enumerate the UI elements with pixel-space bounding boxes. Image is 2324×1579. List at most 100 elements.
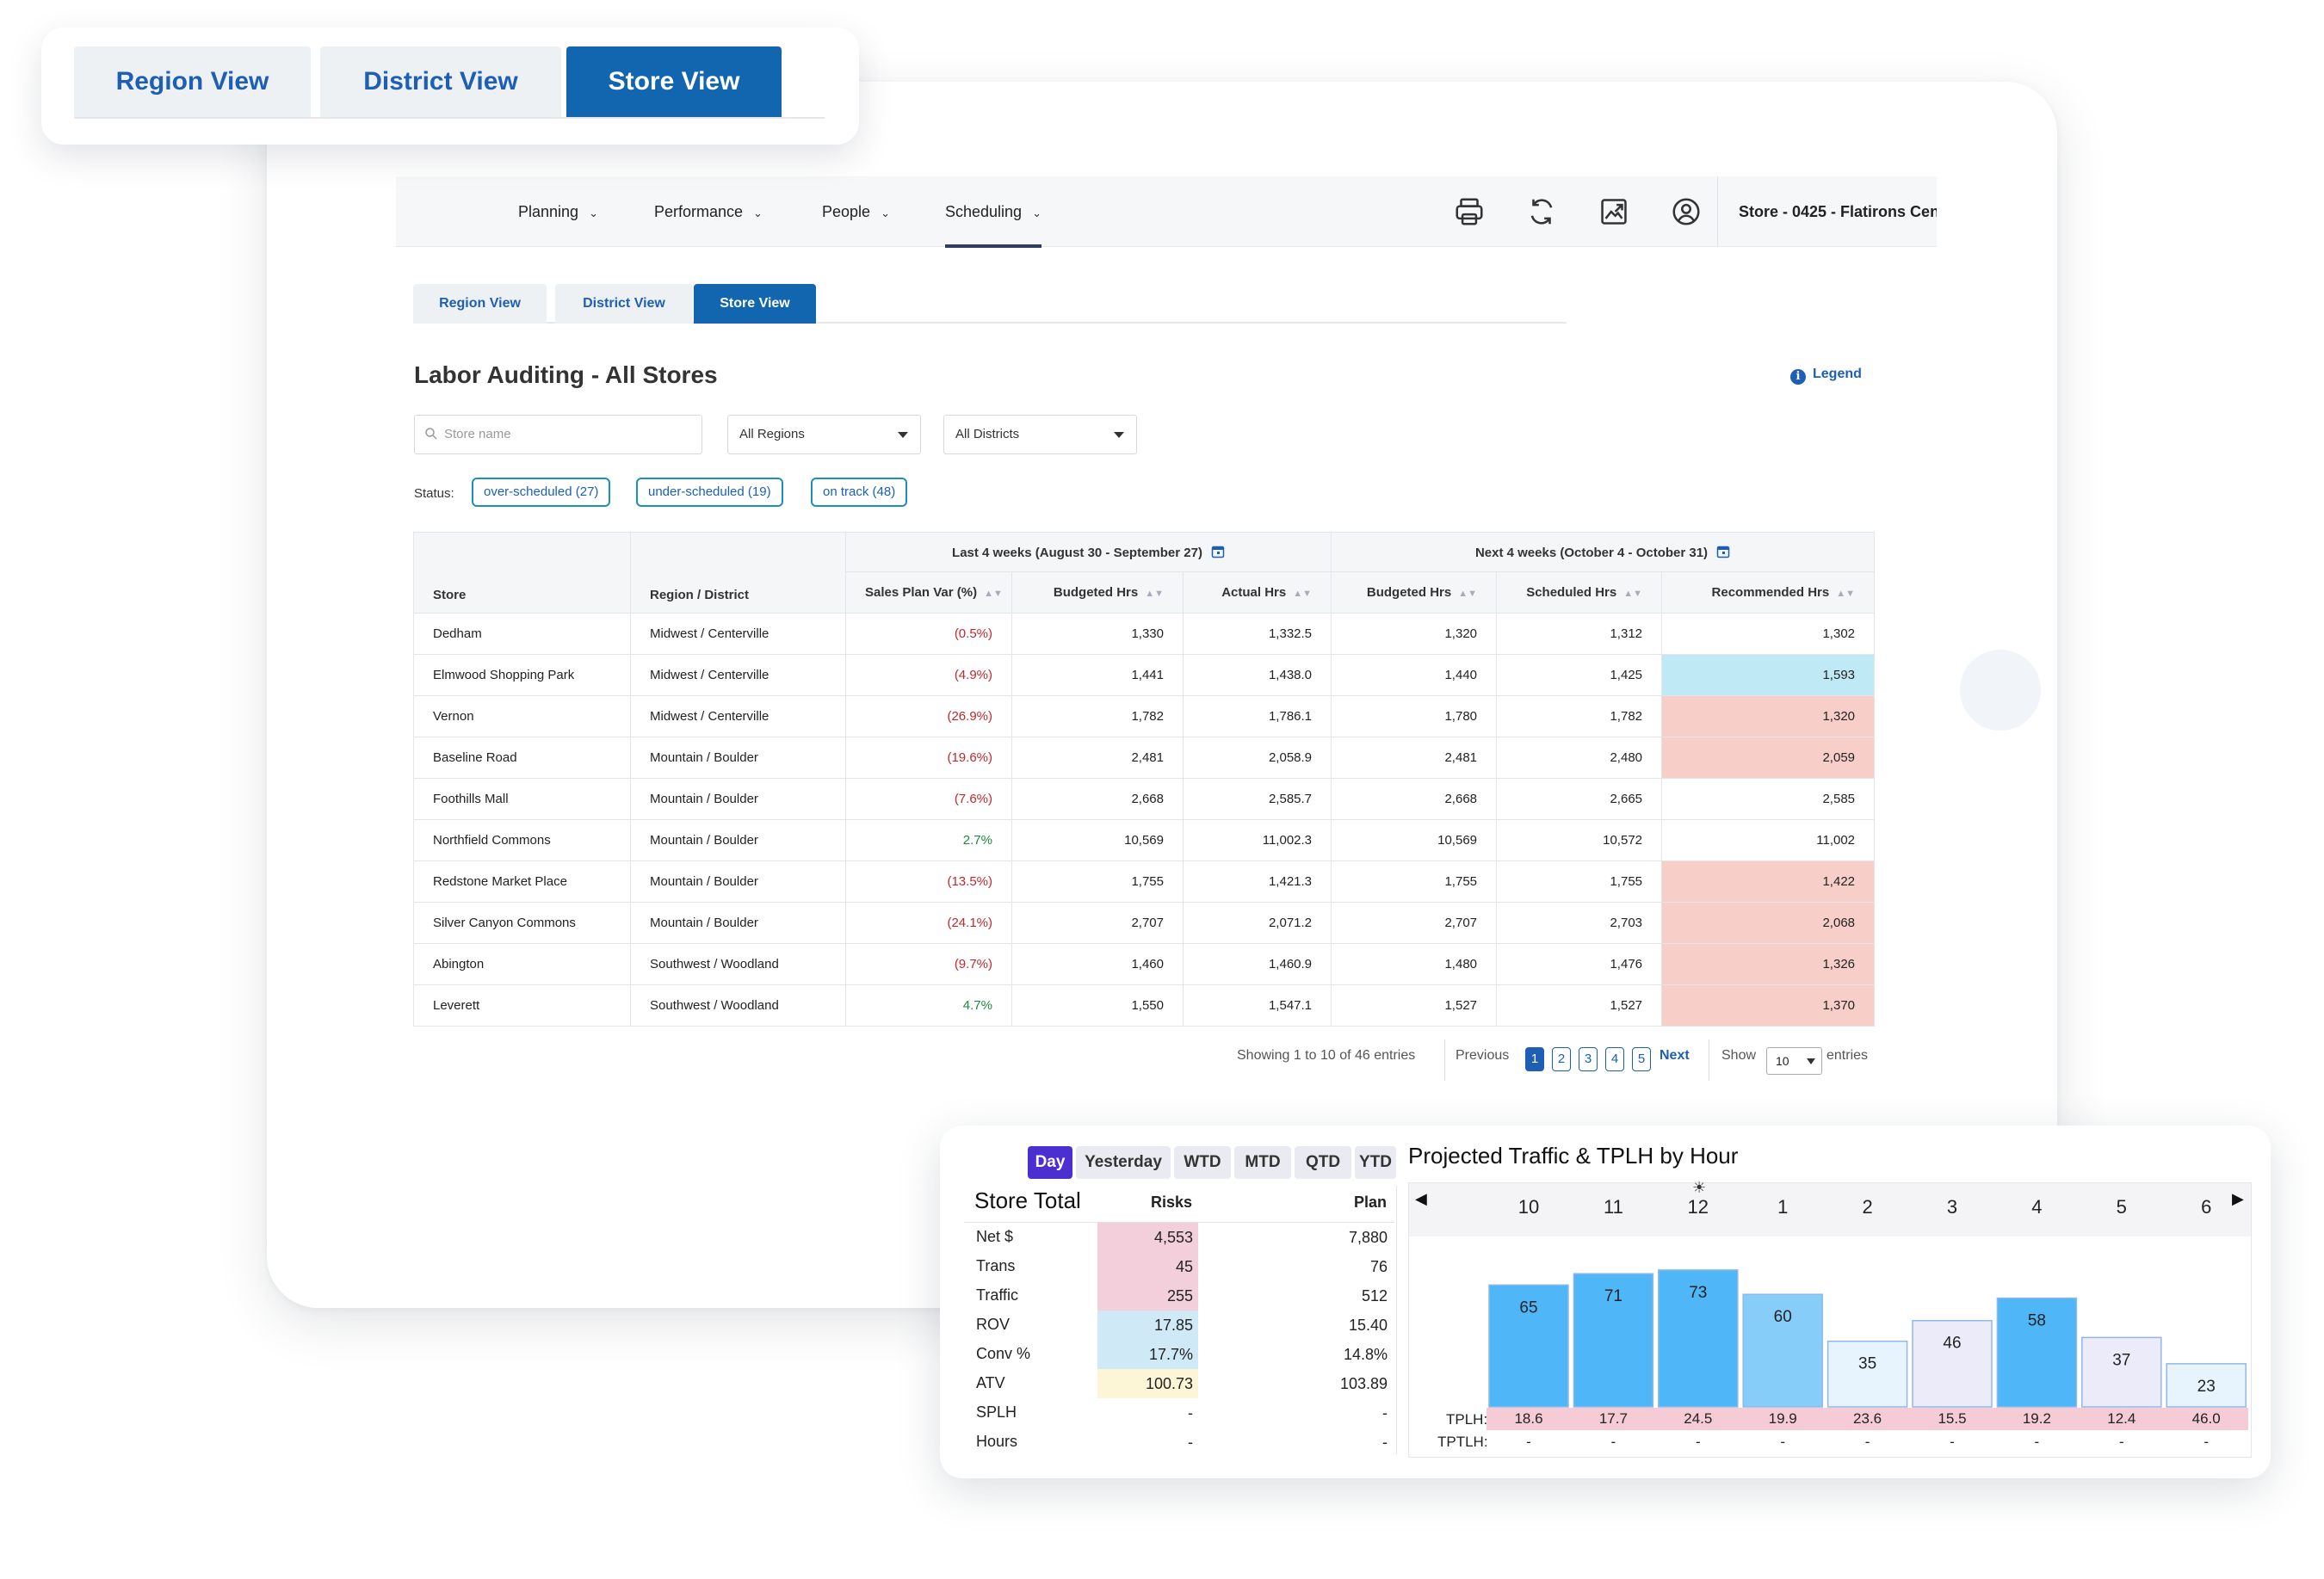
table-row[interactable]: Abington Southwest / Woodland (9.7%) 1,460 1… (413, 943, 1876, 985)
metric-row: Net $ 4,553 7,880 (964, 1223, 1394, 1252)
status-chip-over-scheduled[interactable]: over-scheduled (27) (472, 478, 611, 507)
tab-store-view-large[interactable]: Store View (566, 46, 782, 117)
table-row[interactable]: Northfield Commons Mountain / Boulder 2.7%… (413, 819, 1876, 861)
column-header-actual-hrs[interactable]: Actual Hrs ▲▼ (1182, 571, 1332, 614)
metric-label: Traffic (976, 1286, 1019, 1304)
tab-district-view-large[interactable]: District View (320, 46, 561, 117)
status-chip-under-scheduled[interactable]: under-scheduled (19) (636, 478, 783, 507)
metric-row: SPLH - - (964, 1398, 1394, 1428)
traffic-bar[interactable] (1912, 1319, 1993, 1408)
traffic-bar[interactable] (1826, 1340, 1908, 1408)
metric-label: Net $ (976, 1228, 1014, 1245)
table-row[interactable]: Silver Canyon Commons Mountain / Boulder(… (413, 902, 1876, 944)
actual-hrs-cell: 1,547.1 (1182, 984, 1332, 1027)
column-header-next-budgeted-hrs[interactable]: Budgeted Hrs ▲▼ (1331, 571, 1498, 614)
district-select[interactable]: All Districts (943, 415, 1137, 454)
store-search-input[interactable]: Store name (414, 415, 702, 454)
printer-icon[interactable] (1453, 195, 1486, 228)
sort-icon: ▲▼ (1623, 589, 1643, 599)
calendar-icon[interactable] (1716, 545, 1730, 558)
metric-plan-value: - (1382, 1404, 1388, 1422)
metric-label: ROV (976, 1316, 1011, 1333)
traffic-bar[interactable] (1742, 1293, 1823, 1408)
budgeted-hrs-cell: 10,569 (1011, 819, 1184, 861)
period-wtd[interactable]: WTD (1174, 1146, 1231, 1179)
metric-risk-value: 4,553 (1097, 1223, 1198, 1252)
region-select[interactable]: All Regions (727, 415, 921, 454)
calendar-icon[interactable] (1211, 545, 1225, 558)
user-account-icon[interactable] (1670, 195, 1703, 228)
column-header-budgeted-hrs[interactable]: Budgeted Hrs ▲▼ (1011, 571, 1184, 614)
scroll-indicator (1960, 650, 2041, 731)
store-name-cell: Redstone Market Place (413, 860, 631, 903)
nav-divider (1717, 176, 1718, 247)
page-button-4[interactable]: 4 (1605, 1047, 1624, 1071)
table-row[interactable]: Redstone Market Place Mountain / Boulder(… (413, 860, 1876, 903)
nav-performance[interactable]: Performance ⌄ (654, 203, 763, 220)
table-row[interactable]: Vernon Midwest / Centerville (26.9%) 1,782 1… (413, 695, 1876, 737)
previous-hours-arrow-icon[interactable]: ◀ (1415, 1190, 1427, 1207)
region-cell: Mountain / Boulder (630, 902, 846, 944)
region-cell: Midwest / Centerville (630, 613, 846, 655)
metric-row: ATV 100.73 103.89 (964, 1369, 1394, 1398)
previous-page-button[interactable]: Previous (1456, 1048, 1510, 1063)
column-header-sales-plan-var[interactable]: Sales Plan Var (%) ▲▼ (845, 571, 1012, 614)
nav-people[interactable]: People ⌄ (822, 203, 890, 220)
column-header-region[interactable]: Region / District (630, 532, 846, 614)
recommended-hrs-cell: 1,593 (1661, 654, 1876, 696)
traffic-bar-value: 65 (1519, 1298, 1537, 1317)
actual-hrs-cell: 1,438.0 (1182, 654, 1332, 696)
recommended-hrs-cell: 1,370 (1661, 984, 1876, 1027)
page-button-3[interactable]: 3 (1579, 1047, 1598, 1071)
period-qtd[interactable]: QTD (1295, 1146, 1351, 1179)
page-button-5[interactable]: 5 (1632, 1047, 1651, 1071)
hour-label: 12 (1687, 1196, 1709, 1218)
period-ytd[interactable]: YTD (1355, 1146, 1396, 1179)
tplh-value: 24.5 (1655, 1408, 1740, 1430)
column-header-scheduled-hrs[interactable]: Scheduled Hrs ▲▼ (1496, 571, 1663, 614)
traffic-bar[interactable] (1996, 1297, 2078, 1408)
tplh-value: 46.0 (2164, 1408, 2249, 1430)
tab-district-view[interactable]: District View (555, 284, 693, 324)
column-header-recommended-hrs[interactable]: Recommended Hrs ▲▼ (1661, 571, 1876, 614)
period-yesterday[interactable]: Yesterday (1076, 1146, 1171, 1179)
page-size-select[interactable]: 10 (1766, 1047, 1822, 1075)
period-mtd[interactable]: MTD (1234, 1146, 1291, 1179)
traffic-bar[interactable] (2081, 1336, 2162, 1408)
tab-store-view[interactable]: Store View (694, 284, 816, 324)
search-icon (425, 428, 437, 440)
metric-plan-value: 15.40 (1348, 1317, 1388, 1334)
page-button-1[interactable]: 1 (1525, 1047, 1544, 1071)
nav-scheduling[interactable]: Scheduling ⌄ (945, 176, 1041, 248)
tab-region-view[interactable]: Region View (413, 284, 547, 324)
tptlh-value: - (1950, 1434, 1955, 1450)
traffic-bar[interactable] (1488, 1284, 1569, 1408)
table-row[interactable]: Baseline Road Mountain / Boulder (19.6%) 2,… (413, 737, 1876, 779)
image-export-icon[interactable] (1598, 195, 1630, 228)
table-row[interactable]: Dedham Midwest / Centerville (0.5%) 1,330 1,… (413, 613, 1876, 655)
status-chip-on-track[interactable]: on track (48) (811, 478, 908, 507)
traffic-bar[interactable] (1573, 1273, 1654, 1408)
hour-label: 3 (1946, 1196, 1958, 1218)
legend-link[interactable]: i Legend (1790, 367, 1862, 385)
nav-planning[interactable]: Planning ⌄ (518, 203, 598, 220)
table-row[interactable]: Elmwood Shopping Park Midwest / Centervil… (413, 654, 1876, 696)
region-cell: Mountain / Boulder (630, 737, 846, 779)
period-day[interactable]: Day (1028, 1146, 1072, 1179)
store-selector[interactable]: Store - 0425 - Flatirons Cent (1739, 203, 1937, 220)
table-row[interactable]: Foothills Mall Mountain / Boulder (7.6%) 2,… (413, 778, 1876, 820)
refresh-icon[interactable] (1525, 195, 1558, 228)
traffic-bar[interactable] (1658, 1269, 1739, 1408)
tab-region-view-large[interactable]: Region View (74, 46, 311, 117)
next-hours-arrow-icon[interactable]: ▶ (2232, 1190, 2244, 1207)
page-button-2[interactable]: 2 (1552, 1047, 1571, 1071)
next-page-button[interactable]: Next (1660, 1048, 1690, 1063)
chevron-down-icon: ⌄ (881, 207, 890, 219)
traffic-bar[interactable] (2166, 1363, 2247, 1408)
sort-icon: ▲▼ (984, 589, 1003, 599)
scheduled-hrs-cell: 1,755 (1496, 860, 1663, 903)
table-row[interactable]: Leverett Southwest / Woodland 4.7% 1,550 1,5… (413, 984, 1876, 1027)
sort-icon: ▲▼ (1458, 589, 1478, 599)
sales-plan-var-cell: (0.5%) (845, 613, 1012, 655)
column-header-store[interactable]: Store (413, 532, 631, 614)
